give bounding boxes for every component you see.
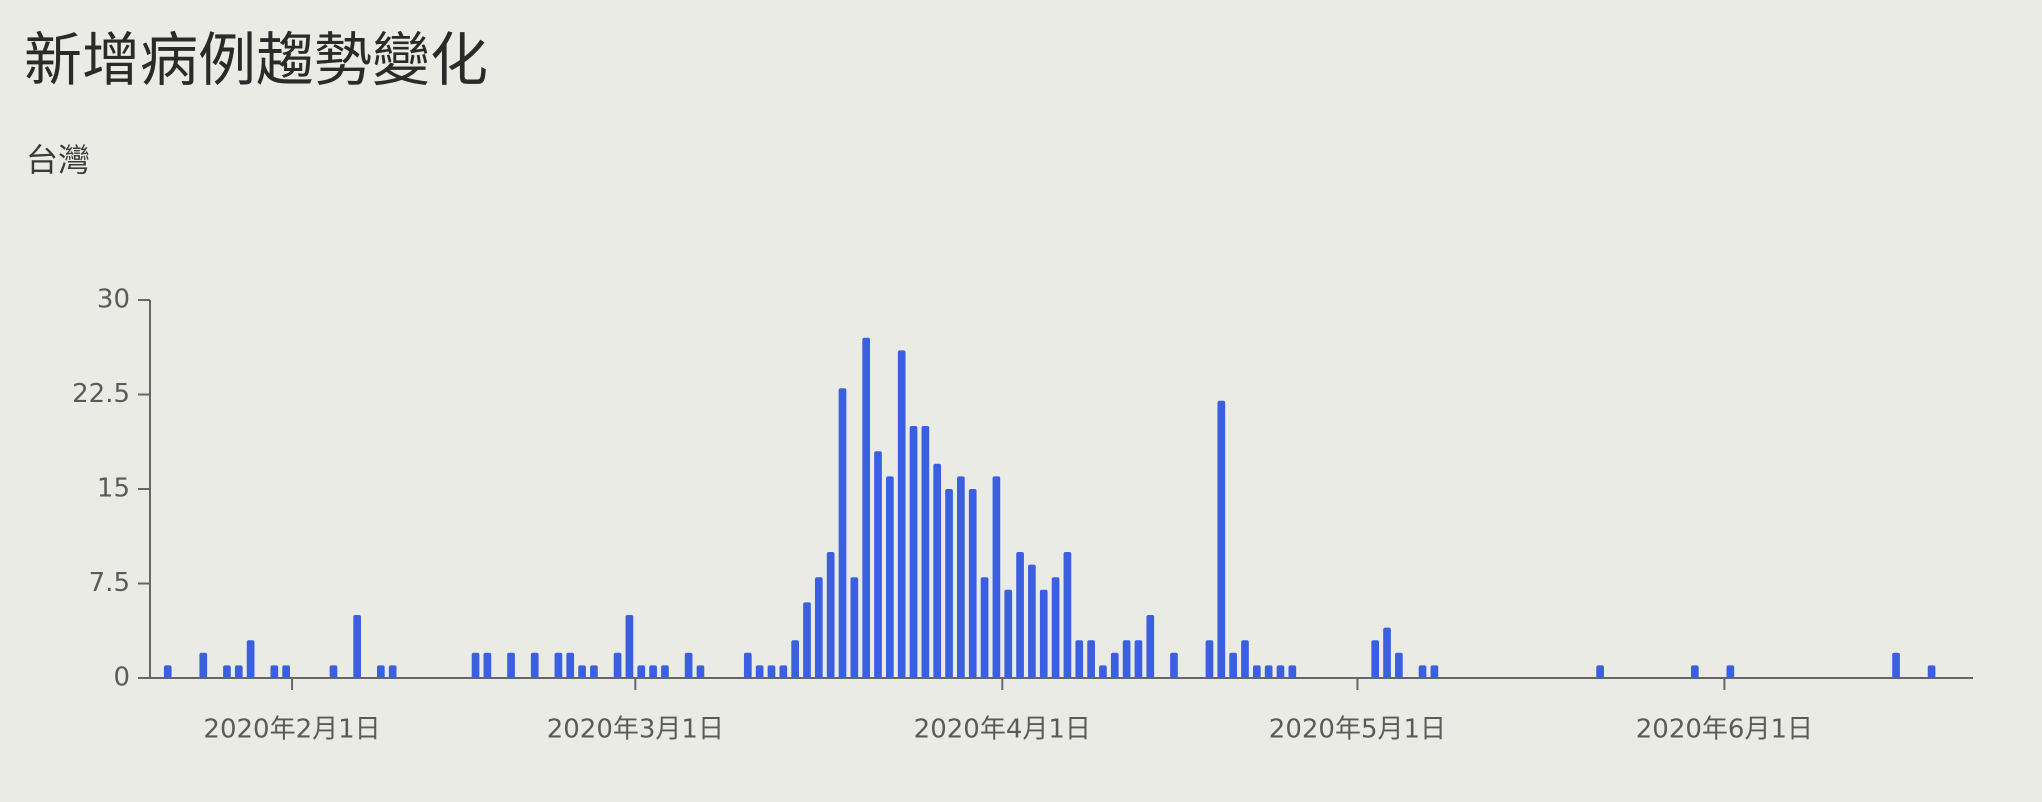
x-tick-label: 2020年6月1日 [1636, 715, 1813, 745]
bar [1205, 640, 1214, 678]
bar [779, 665, 788, 678]
y-tick-label: 22.5 [72, 379, 130, 409]
bar [1039, 589, 1048, 678]
bar [684, 652, 693, 678]
x-tick-label: 2020年2月1日 [203, 715, 380, 745]
bar [625, 615, 634, 678]
bar [791, 640, 799, 678]
bar [1122, 640, 1131, 678]
bar [329, 665, 338, 678]
bar [992, 476, 1001, 678]
bar [1099, 665, 1107, 678]
x-tick-label: 2020年5月1日 [1269, 715, 1446, 745]
bar [1004, 589, 1013, 678]
bar [661, 665, 669, 678]
bar [578, 665, 586, 678]
bar [743, 652, 752, 678]
bar [388, 665, 397, 678]
bar [1087, 640, 1095, 678]
bar [649, 665, 657, 678]
bar [826, 552, 835, 678]
y-tick-label: 7.5 [89, 568, 130, 598]
bar [637, 665, 646, 678]
bar [1028, 564, 1036, 678]
bar [566, 652, 575, 678]
bar [838, 388, 847, 678]
bar [1051, 577, 1060, 678]
bar [282, 665, 290, 678]
bar [234, 665, 243, 678]
bar [957, 476, 965, 678]
bar [755, 665, 764, 678]
bar [1383, 627, 1391, 678]
chart-title: 新增病例趨勢變化 [24, 26, 488, 94]
bar [1110, 652, 1119, 678]
bar [530, 652, 539, 678]
bar [803, 602, 811, 678]
bar [1596, 665, 1604, 678]
bar [483, 652, 492, 678]
bar [767, 665, 776, 678]
bar [945, 489, 953, 678]
bar [1726, 665, 1735, 678]
x-tick-label: 2020年4月1日 [914, 715, 1091, 745]
bar [353, 615, 362, 678]
bar [1134, 640, 1143, 678]
bar [1241, 640, 1249, 678]
bar [874, 451, 882, 678]
bar [554, 652, 563, 678]
bar [590, 665, 598, 678]
bar [921, 426, 930, 678]
bar [1170, 652, 1178, 678]
bar [376, 665, 385, 678]
bar [933, 463, 942, 678]
y-tick-label: 30 [97, 285, 130, 315]
bar [1418, 665, 1427, 678]
bar [1229, 652, 1237, 678]
bar [1217, 400, 1226, 678]
bar [223, 665, 231, 678]
bar [909, 426, 918, 678]
bar [199, 652, 208, 678]
bar [1264, 665, 1273, 678]
bar [850, 577, 859, 678]
chart-subtitle: 台灣 [26, 141, 90, 179]
bar [613, 652, 622, 678]
bar [862, 337, 871, 678]
bar [1395, 652, 1403, 678]
bar [1146, 615, 1155, 678]
y-tick-label: 15 [97, 474, 130, 504]
bar [1892, 652, 1900, 678]
bar [968, 489, 977, 678]
bar [1276, 665, 1285, 678]
bar [1690, 665, 1699, 678]
bar [897, 350, 906, 678]
bar [1288, 665, 1297, 678]
bar [1430, 665, 1439, 678]
bar [1075, 640, 1084, 678]
bar [886, 476, 894, 678]
bar [270, 665, 279, 678]
bar [1927, 665, 1936, 678]
bar [980, 577, 989, 678]
bar [1016, 552, 1024, 678]
bar [1252, 665, 1261, 678]
bar [1063, 552, 1072, 678]
bar [246, 640, 255, 678]
bar [507, 652, 515, 678]
bar [696, 665, 705, 678]
bar [814, 577, 823, 678]
y-tick-label: 0 [113, 663, 130, 693]
bar [163, 665, 172, 678]
bar [471, 652, 480, 678]
bar [1371, 640, 1380, 678]
x-tick-label: 2020年3月1日 [547, 715, 724, 745]
